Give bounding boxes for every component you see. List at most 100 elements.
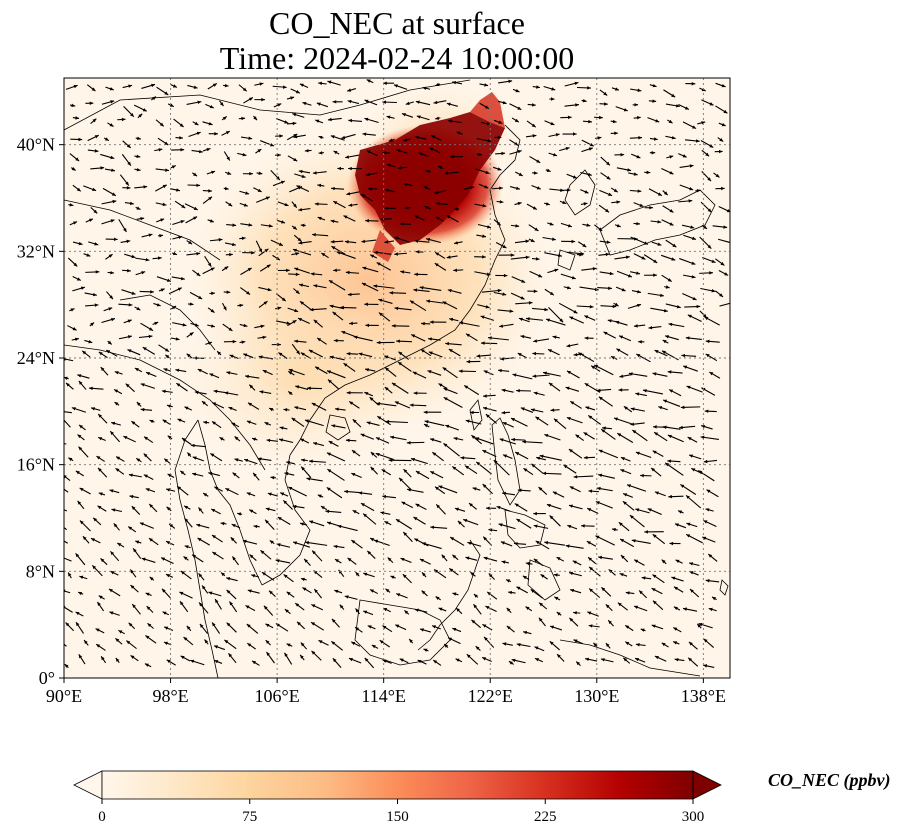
wind-arrow-head [482, 234, 487, 238]
wind-arrow-head [374, 539, 379, 543]
wind-arrow-head [313, 319, 318, 324]
wind-arrow-head [347, 292, 352, 297]
wind-arrow-head [731, 301, 735, 304]
wind-arrow-head [448, 349, 453, 353]
wind-arrow-head [388, 138, 393, 142]
wind-arrow-head [454, 207, 458, 211]
wind-arrow-head [196, 272, 201, 276]
wind-arrow-head [245, 374, 249, 379]
wind-arrow-head [294, 339, 298, 344]
wind-arrow-head [701, 121, 706, 125]
wind-arrow-head [333, 268, 337, 272]
wind-arrow-head [485, 305, 490, 309]
wind-arrow-head [673, 586, 678, 591]
wind-arrow-head [304, 558, 308, 563]
wind-arrow-head [459, 321, 464, 325]
wind-arrow-head [336, 251, 341, 255]
wind-arrow-head [598, 227, 603, 231]
wind-arrow-head [594, 365, 599, 369]
wind-arrow-head [413, 288, 418, 292]
wind-arrow-head [413, 517, 418, 521]
wind-arrow-head [623, 108, 628, 112]
wind-arrow-head [146, 372, 151, 376]
wind-arrow-head [482, 484, 487, 488]
wind-arrow-head [649, 205, 653, 210]
wind-arrow-head [533, 524, 538, 528]
wind-arrow-head [400, 222, 404, 226]
wind-arrow-head [363, 610, 368, 614]
wind-arrow-head [214, 486, 219, 491]
wind-arrow-head [114, 389, 119, 393]
colorbar-tick-label: 150 [386, 809, 409, 825]
wind-arrow-head [59, 524, 63, 528]
wind-arrow-head [140, 216, 145, 221]
wind-arrow-head [619, 374, 624, 378]
wind-arrow-head [715, 173, 720, 178]
wind-arrow-head [395, 624, 400, 628]
wind-arrow-head [352, 419, 357, 424]
wind-arrow-head [252, 437, 257, 441]
wind-arrow-head [353, 335, 358, 340]
wind-arrow-head [79, 520, 84, 525]
wind-arrow-head [288, 371, 293, 375]
wind-arrow-head [93, 517, 98, 522]
wind-arrow-head [178, 235, 183, 240]
wind-arrow-head [253, 116, 257, 121]
map-title: CO_NEC at surface [269, 5, 525, 41]
wind-arrow-head [294, 406, 299, 410]
wind-arrow-head [533, 289, 538, 294]
wind-arrow-head [544, 541, 549, 545]
wind-arrow-head [403, 182, 408, 187]
wind-arrow-head [438, 607, 443, 611]
wind-arrow-head [261, 97, 265, 102]
wind-arrow-head [384, 387, 389, 391]
wind-arrow-head [634, 559, 639, 563]
wind-arrow-head [515, 224, 520, 228]
wind-arrow-head [469, 410, 474, 415]
wind-arrow-head [212, 83, 217, 87]
wind-arrow-head [412, 371, 417, 376]
wind-arrow-head [445, 424, 450, 429]
wind-arrow-head [267, 287, 272, 292]
x-tick-label: 138°E [681, 686, 726, 706]
wind-arrow-head [584, 190, 589, 194]
wind-arrow-head [78, 241, 83, 246]
wind-arrow-head [438, 383, 443, 387]
wind-arrow-head [149, 576, 154, 581]
wind-arrow-head [141, 271, 146, 275]
wind-arrow-head [224, 266, 229, 270]
wind-arrow-head [623, 406, 628, 410]
wind-arrow-head [77, 500, 82, 505]
wind-arrow-head [430, 438, 435, 442]
wind-arrow-head [636, 155, 641, 159]
wind-arrow-head [652, 450, 657, 454]
wind-arrow-head [626, 484, 631, 488]
wind-arrow-head [589, 142, 594, 147]
wind-arrow-head [95, 270, 100, 274]
wind-arrow [305, 541, 328, 546]
wind-arrow-head [243, 353, 248, 357]
wind-arrow-head [652, 534, 657, 538]
wind-arrow-head [452, 466, 457, 470]
wind-arrow-head [376, 401, 381, 406]
wind-arrow-head [288, 368, 293, 373]
wind-arrow-head [663, 399, 668, 403]
wind-arrow-head [257, 188, 262, 192]
wind-arrow-head [587, 86, 591, 90]
wind-arrow-head [405, 101, 410, 105]
wind-arrow-head [286, 643, 291, 647]
wind-arrow-head [480, 341, 485, 345]
wind-arrow-head [276, 543, 281, 547]
wind-arrow-head [685, 336, 690, 340]
wind-arrow-head [419, 286, 424, 290]
wind-arrow-head [71, 407, 76, 411]
wind-arrow-head [721, 122, 726, 127]
wind-arrow-head [692, 296, 697, 301]
wind-arrow-head [637, 290, 641, 294]
wind-arrow-head [129, 494, 134, 499]
wind-arrow-head [284, 120, 289, 124]
wind-arrow-head [239, 303, 244, 308]
wind-arrow-head [584, 315, 589, 319]
wind-arrow-head [369, 397, 374, 401]
wind-arrow-head [261, 572, 266, 576]
